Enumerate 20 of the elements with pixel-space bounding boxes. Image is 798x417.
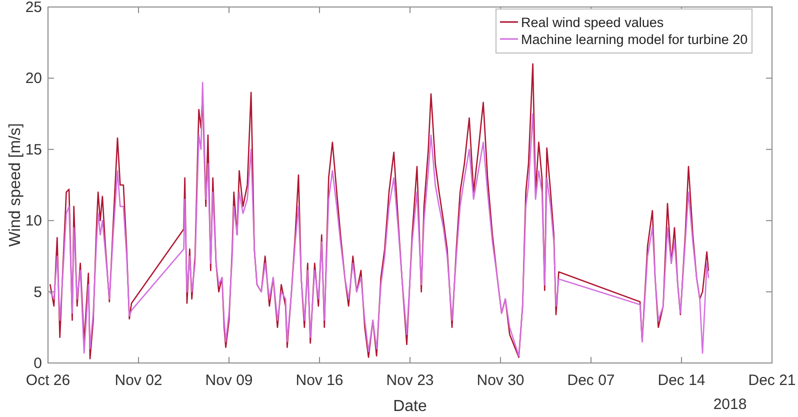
x-tick-label: Nov 16 xyxy=(296,372,344,389)
x-tick-label: Dec 14 xyxy=(658,372,706,389)
y-tick-label: 20 xyxy=(25,70,42,88)
x-tick-label: Nov 09 xyxy=(205,372,253,389)
y-tick-label: 10 xyxy=(25,212,42,230)
text: 2018 xyxy=(713,396,747,413)
x-tick-label: Nov 30 xyxy=(476,372,524,389)
y-tick-label: 15 xyxy=(25,141,42,158)
x-tick-label: Dec 07 xyxy=(567,372,615,389)
x-tick-label: Nov 23 xyxy=(386,372,434,389)
legend-label: Machine learning model for turbine 20 xyxy=(521,32,748,47)
y-tick-label: 25 xyxy=(25,0,42,16)
y-tick-label: 0 xyxy=(34,355,42,372)
x-tick-label: Oct 26 xyxy=(26,372,70,389)
x-tick-label: Nov 02 xyxy=(114,372,162,389)
y-tick-label: 5 xyxy=(34,284,42,301)
x-axis-title: Date xyxy=(393,398,427,415)
legend-label: Real wind speed values xyxy=(521,15,664,30)
x-tick-label: Dec 21 xyxy=(748,372,796,389)
y-axis-title: Wind speed [m/s] xyxy=(7,123,24,247)
